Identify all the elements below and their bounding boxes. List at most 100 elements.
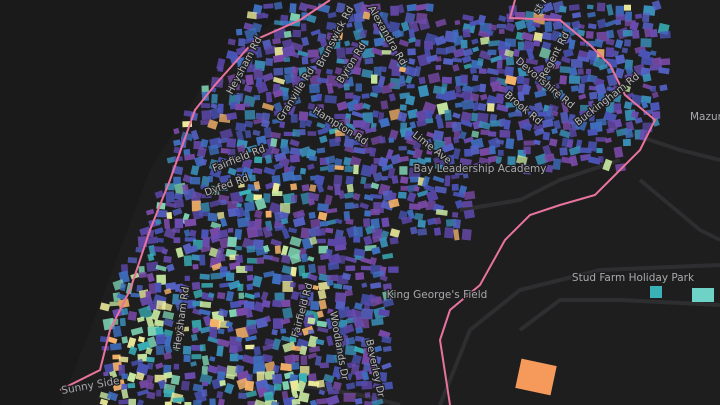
- building: [461, 99, 475, 110]
- building: [470, 144, 480, 156]
- building: [207, 292, 215, 299]
- building: [479, 147, 492, 157]
- building: [299, 290, 310, 299]
- building: [604, 137, 612, 144]
- building: [103, 371, 109, 377]
- building: [238, 38, 246, 47]
- building: [208, 158, 219, 171]
- road: [438, 263, 720, 405]
- building: [191, 191, 202, 203]
- building: [373, 37, 385, 47]
- building: [605, 47, 615, 58]
- building: [155, 334, 167, 345]
- building: [262, 343, 275, 351]
- building: [165, 201, 177, 209]
- building: [404, 130, 415, 142]
- building: [515, 129, 524, 141]
- building: [575, 119, 588, 131]
- building: [245, 390, 258, 398]
- buildings: [99, 0, 671, 405]
- building: [273, 162, 284, 171]
- building: [307, 65, 317, 72]
- building: [280, 317, 291, 326]
- building: [458, 130, 467, 140]
- building: [308, 263, 317, 274]
- building: [261, 353, 273, 363]
- building: [625, 11, 632, 22]
- building: [364, 210, 371, 217]
- building: [523, 40, 535, 52]
- building: [127, 257, 138, 264]
- building: [271, 329, 278, 336]
- building: [425, 189, 439, 203]
- building: [634, 13, 643, 20]
- building: [163, 218, 171, 229]
- building: [566, 139, 574, 149]
- building: [173, 176, 181, 185]
- building: [265, 91, 273, 103]
- building: [307, 102, 316, 111]
- building: [326, 394, 340, 405]
- building: [478, 68, 487, 74]
- building: [334, 354, 344, 363]
- building: [397, 4, 405, 14]
- building: [640, 38, 652, 48]
- building: [298, 2, 309, 12]
- building: [307, 291, 314, 301]
- building: [292, 354, 299, 362]
- building: [155, 344, 165, 356]
- building: [108, 370, 118, 379]
- building: [414, 65, 422, 77]
- building: [499, 129, 511, 138]
- building: [281, 299, 291, 308]
- building: [487, 155, 498, 163]
- building: [207, 175, 214, 183]
- building: [326, 21, 339, 31]
- building: [622, 29, 633, 37]
- building: [523, 146, 531, 155]
- building: [172, 396, 185, 403]
- building: [343, 323, 355, 334]
- building: [308, 155, 318, 162]
- building: [234, 245, 243, 251]
- building: [495, 156, 503, 165]
- building: [379, 29, 388, 42]
- building: [369, 147, 377, 157]
- building: [605, 58, 618, 68]
- building: [161, 302, 173, 312]
- building: [412, 139, 423, 151]
- building: [389, 228, 401, 238]
- building: [425, 110, 433, 119]
- building: [650, 85, 656, 92]
- building: [505, 85, 514, 95]
- building: [335, 218, 343, 225]
- building: [427, 72, 441, 84]
- building: [534, 89, 547, 98]
- building: [253, 41, 260, 48]
- building: [103, 362, 116, 374]
- building: [551, 110, 559, 117]
- building: [280, 362, 293, 372]
- building: [548, 138, 558, 147]
- building: [200, 184, 207, 190]
- building: [452, 29, 460, 38]
- building: [605, 19, 617, 28]
- building: [211, 262, 223, 271]
- building: [335, 371, 344, 380]
- building: [135, 371, 145, 381]
- building: [426, 131, 435, 139]
- building: [382, 283, 392, 291]
- building: [463, 136, 474, 144]
- building: [527, 107, 538, 116]
- building: [244, 201, 256, 212]
- building: [551, 127, 558, 135]
- building: [171, 344, 180, 351]
- building: [327, 219, 337, 226]
- building: [235, 336, 243, 343]
- building: [659, 30, 671, 39]
- building: [377, 75, 386, 88]
- building: [552, 158, 562, 171]
- building: [650, 286, 662, 298]
- building: [651, 111, 661, 119]
- building: [224, 382, 235, 395]
